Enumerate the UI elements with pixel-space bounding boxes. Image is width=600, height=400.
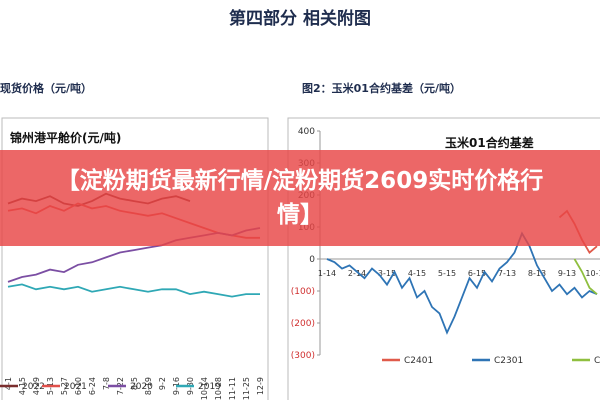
chart-frame <box>287 117 600 400</box>
x-tick-label: 8-19 <box>144 377 153 395</box>
legend-label: C2201 <box>594 356 600 366</box>
x-tick-label: 4-15 <box>18 377 27 395</box>
x-tick-label: 9-13 <box>558 269 576 278</box>
chart-title: 锦州港平舱价(元/吨) <box>10 130 121 145</box>
x-tick-label: 6-15 <box>468 269 486 278</box>
y-tick-label: (200) <box>291 319 315 329</box>
legend-label: C2301 <box>494 356 523 366</box>
x-tick-label: 6-24 <box>88 377 97 395</box>
x-tick-label: 9-2 <box>158 377 167 390</box>
x-tick-label: 12-9 <box>256 377 265 395</box>
x-tick-label: 5-15 <box>438 269 456 278</box>
legend-label: 2019 <box>198 382 221 392</box>
x-tick-label: 7-13 <box>498 269 516 278</box>
section-title: 第四部分 相关附图 <box>229 8 371 29</box>
banner: 【淀粉期货最新行情/淀粉期货2609实时价格行情】 <box>0 150 600 246</box>
chart-frame <box>1 117 269 400</box>
legend-label: 2021 <box>64 382 87 392</box>
y-tick-label: 0 <box>309 255 315 265</box>
legend-label: C2401 <box>404 356 433 366</box>
x-tick-label: 4-1 <box>4 377 13 390</box>
x-tick-label: 10-14 <box>200 377 209 400</box>
y-tick-label: (100) <box>291 287 315 297</box>
x-tick-label: 8-13 <box>528 269 546 278</box>
x-tick-label: 10-13 <box>585 269 600 278</box>
x-tick-label: 4-29 <box>32 377 41 395</box>
x-tick-label: 4-15 <box>408 269 426 278</box>
series-line <box>573 258 598 295</box>
legend-label: 2020 <box>130 382 153 392</box>
x-tick-label: 11-25 <box>242 377 251 400</box>
x-tick-label: 11-11 <box>228 377 237 400</box>
x-tick-label: 5-27 <box>60 377 69 395</box>
figure-caption: 图2：玉米01合约基差（元/吨） <box>302 81 461 95</box>
series-line <box>326 231 598 335</box>
banner-text: 【淀粉期货最新行情/淀粉期货2609实时价格行情】 <box>56 168 544 228</box>
legend-label: 2022 <box>22 382 45 392</box>
x-tick-label: 3-15 <box>378 269 396 278</box>
x-tick-label: 1-14 <box>318 269 336 278</box>
x-tick-label: 10-28 <box>214 377 223 400</box>
x-tick-label: 8-5 <box>130 377 139 390</box>
y-tick-label: 400 <box>298 127 315 137</box>
x-tick-label: 6-10 <box>74 377 83 395</box>
y-tick-label: (300) <box>291 351 315 361</box>
chart-title: 玉米01合约基差 <box>445 135 534 150</box>
x-tick-label: 7-8 <box>102 377 111 390</box>
series-line <box>7 283 260 298</box>
x-tick-label: 2-14 <box>348 269 366 278</box>
figure-caption: 现货价格（元/吨） <box>0 81 92 95</box>
